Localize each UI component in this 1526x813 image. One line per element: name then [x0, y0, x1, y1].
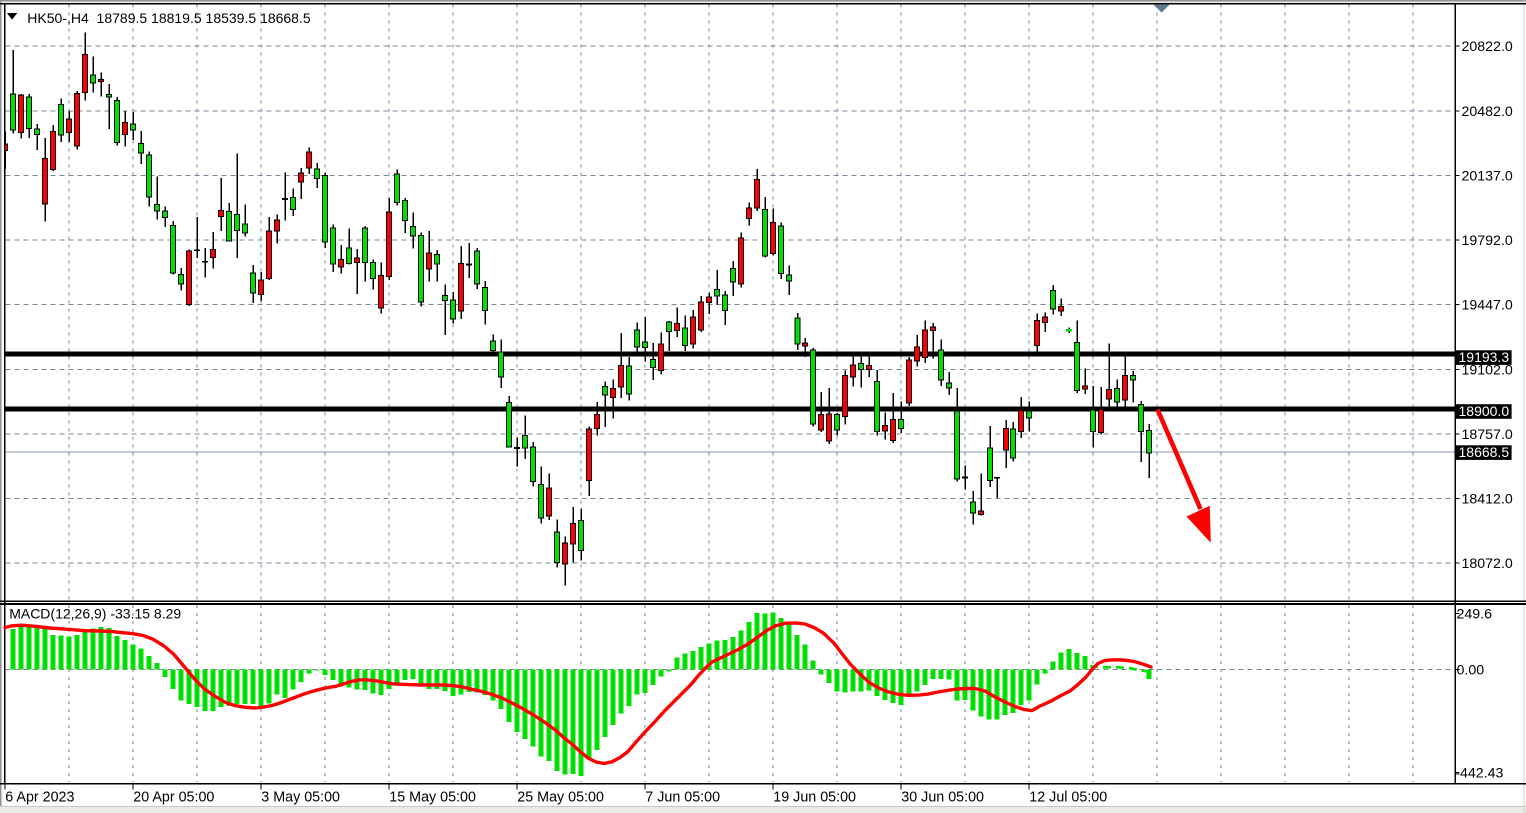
- svg-text:20822.0: 20822.0: [1462, 39, 1513, 55]
- svg-text:19102.0: 19102.0: [1462, 362, 1513, 378]
- svg-text:18072.0: 18072.0: [1462, 556, 1513, 572]
- svg-text:19792.0: 19792.0: [1462, 233, 1513, 249]
- svg-text:HK50-,H4 18789.5 18819.5 1853: HK50-,H4 18789.5 18819.5 18539.5 18668.5: [27, 10, 311, 26]
- svg-text:19447.0: 19447.0: [1462, 298, 1513, 314]
- svg-text:18668.5: 18668.5: [1459, 444, 1510, 460]
- svg-text:30 Jun 05:00: 30 Jun 05:00: [901, 789, 984, 805]
- svg-text:0.00: 0.00: [1457, 663, 1485, 679]
- svg-text:19193.3: 19193.3: [1459, 349, 1510, 365]
- svg-text:6 Apr 2023: 6 Apr 2023: [5, 789, 74, 805]
- svg-text:18757.0: 18757.0: [1462, 427, 1513, 443]
- svg-text:18900.0: 18900.0: [1459, 403, 1510, 419]
- svg-text:3 May 05:00: 3 May 05:00: [261, 789, 340, 805]
- svg-text:20482.0: 20482.0: [1462, 104, 1513, 120]
- svg-text:18412.0: 18412.0: [1462, 492, 1513, 508]
- svg-text:12 Jul 05:00: 12 Jul 05:00: [1029, 789, 1107, 805]
- svg-text:20 Apr 05:00: 20 Apr 05:00: [133, 789, 214, 805]
- svg-text:7 Jun 05:00: 7 Jun 05:00: [645, 789, 720, 805]
- svg-text:19 Jun 05:00: 19 Jun 05:00: [773, 789, 856, 805]
- svg-text:MACD(12,26,9) -33.15 8.29: MACD(12,26,9) -33.15 8.29: [9, 606, 181, 622]
- svg-text:-442.43: -442.43: [1455, 765, 1503, 781]
- svg-text:20137.0: 20137.0: [1462, 168, 1513, 184]
- svg-text:25 May 05:00: 25 May 05:00: [517, 789, 604, 805]
- svg-text:249.6: 249.6: [1457, 607, 1493, 623]
- svg-text:15 May 05:00: 15 May 05:00: [389, 789, 476, 805]
